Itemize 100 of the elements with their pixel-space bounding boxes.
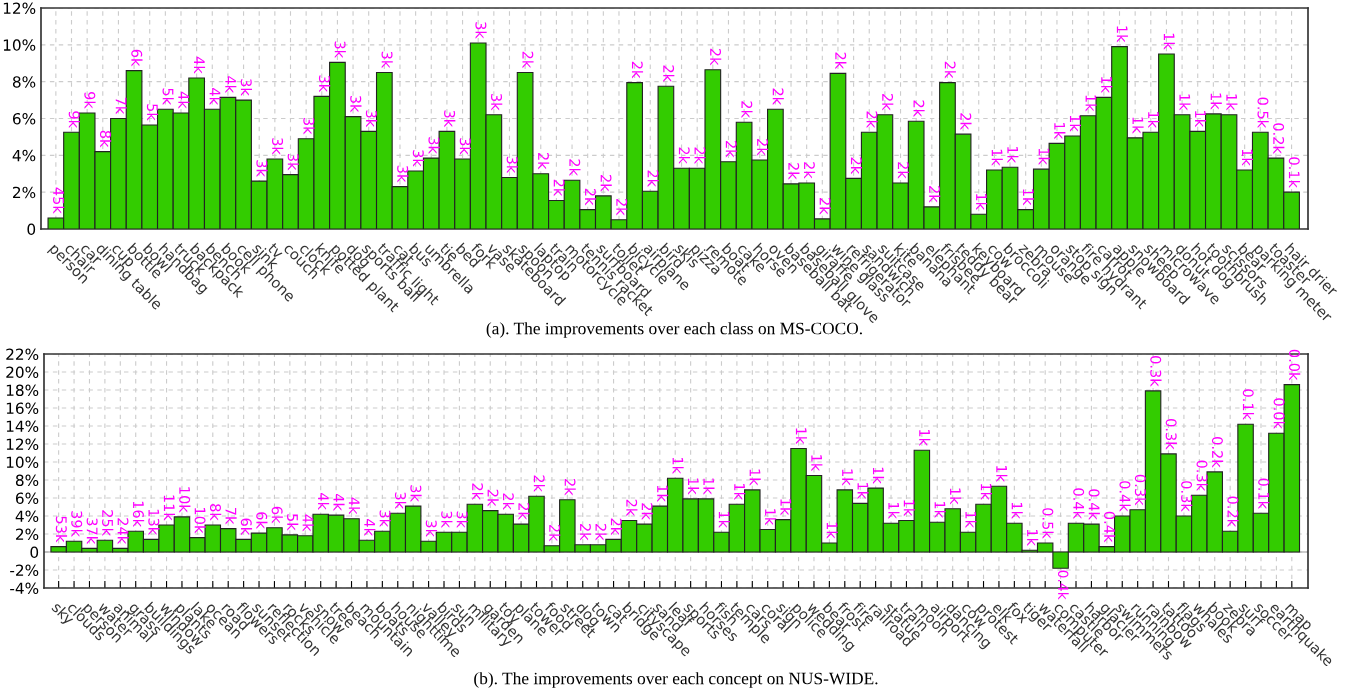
annotation: 3k — [379, 510, 391, 528]
annotation: 4k — [178, 91, 190, 109]
annotation: 2k — [569, 159, 581, 176]
y-tick-label: 14% — [6, 420, 39, 433]
annotation: 1k — [826, 522, 838, 539]
annotation: 3k — [441, 511, 453, 528]
annotation: 1k — [1023, 189, 1035, 206]
annotation: 2k — [741, 101, 753, 118]
annotation: 1k — [765, 509, 777, 526]
annotation: 2k — [882, 94, 894, 111]
annotation: 3k — [490, 94, 503, 111]
annotation: 1k — [1116, 26, 1128, 43]
annotation: 2k — [503, 493, 515, 510]
annotation: 2k — [518, 503, 530, 520]
y-tick-label: 18% — [6, 384, 39, 397]
annotation: 0.2k — [1273, 123, 1285, 154]
y-tick-label: 0 — [27, 223, 36, 236]
annotation: 1k — [1179, 94, 1191, 111]
y-tick-label: 12% — [3, 2, 36, 15]
annotation: 3k — [456, 511, 468, 528]
annotation: 0.3k — [1181, 481, 1193, 512]
annotation: 2k — [678, 147, 690, 165]
annotation: 4k — [333, 493, 345, 511]
annotation: 25k — [102, 510, 114, 537]
annotation: 0.1k — [1288, 157, 1301, 188]
y-tick-label: 6% — [12, 112, 36, 125]
annotation: 1k — [857, 483, 869, 500]
annotation: 10k — [179, 487, 191, 513]
annotation: 1k — [780, 499, 792, 516]
annotation: 16k — [132, 501, 145, 528]
annotation: 2k — [929, 186, 941, 203]
annotation: 1k — [991, 149, 1003, 166]
annotation: 3k — [397, 165, 409, 183]
y-tick-label: 10% — [6, 456, 39, 469]
y-tick-label: 22% — [6, 348, 39, 361]
annotation: 3k — [318, 75, 331, 93]
annotation: 1k — [1210, 93, 1222, 110]
annotation: 2k — [772, 88, 784, 106]
annotation: 1k — [1085, 95, 1097, 112]
annotation: 2k — [600, 175, 612, 192]
annotation: 0.4k — [1057, 570, 1069, 600]
y-tick-label: 2% — [16, 528, 39, 541]
y-tick-label: 6% — [15, 492, 39, 505]
annotation: 2k — [564, 478, 576, 496]
annotation: 1k — [657, 485, 669, 502]
annotation: 1k — [950, 488, 962, 505]
annotation: 0.1k — [1242, 389, 1255, 420]
annotation: 8k — [209, 504, 222, 521]
annotation: 45k — [53, 187, 65, 214]
annotation: 5k — [162, 88, 174, 106]
annotation: 2k — [549, 524, 561, 542]
text: (b). The improvements over each concept on NUS-WIDE. — [474, 672, 878, 688]
annotation: 2k — [595, 523, 607, 541]
annotation: 7k — [225, 507, 237, 525]
annotation: 5k — [287, 514, 299, 531]
annotation: 2k — [533, 475, 545, 492]
annotation: 0.4k — [1119, 481, 1131, 512]
annotation: 9k — [68, 111, 80, 129]
y-tick-label: 8% — [15, 474, 39, 487]
annotation: 3k — [506, 156, 518, 174]
annotation: 2k — [913, 100, 925, 118]
annotation: 0.2k — [1211, 437, 1224, 468]
annotation: 7k — [115, 97, 127, 115]
annotation: 2k — [850, 157, 863, 175]
annotation: 2k — [944, 61, 956, 79]
annotation: 4k — [225, 76, 237, 94]
annotation: 2k — [710, 48, 722, 66]
y-tick-label: 4% — [15, 510, 39, 523]
annotation: 3k — [410, 485, 422, 502]
annotation: 0.3k — [1196, 460, 1208, 492]
y-tick-label: 4% — [12, 149, 36, 162]
annotation: 1k — [934, 502, 946, 519]
annotation: 39k — [71, 511, 83, 537]
annotation: 5k — [146, 104, 159, 121]
annotation: 2k — [616, 198, 628, 216]
annotation: 2k — [538, 152, 550, 170]
annotation: 3k — [303, 117, 315, 135]
annotation: 11k — [163, 495, 175, 521]
annotation: 0.0k — [1288, 349, 1301, 381]
annotation: 1k — [1226, 94, 1238, 111]
annotation: 2k — [694, 147, 706, 165]
annotation: 2k — [960, 113, 972, 130]
y-tick-label: 12% — [6, 438, 39, 451]
annotation: 2k — [804, 162, 816, 179]
y-tick-label: 16% — [6, 402, 39, 415]
annotation: 6k — [240, 518, 253, 536]
annotation: 3k — [334, 41, 346, 59]
annotation: 1k — [795, 428, 807, 445]
annotation: 2k — [835, 52, 847, 70]
annotation: 1k — [965, 511, 977, 528]
annotation: 9k — [84, 92, 96, 109]
annotation: 1k — [903, 500, 915, 517]
y-tick-label: 20% — [6, 366, 39, 379]
annotation: 2k — [487, 489, 499, 507]
annotation: 1k — [1011, 502, 1023, 519]
annotation: 2k — [522, 51, 534, 69]
annotation: 0.2k — [1227, 496, 1239, 528]
annotation: 1k — [1038, 148, 1050, 165]
annotation: 0.5k — [1257, 97, 1269, 129]
annotation: 4k — [348, 497, 360, 515]
